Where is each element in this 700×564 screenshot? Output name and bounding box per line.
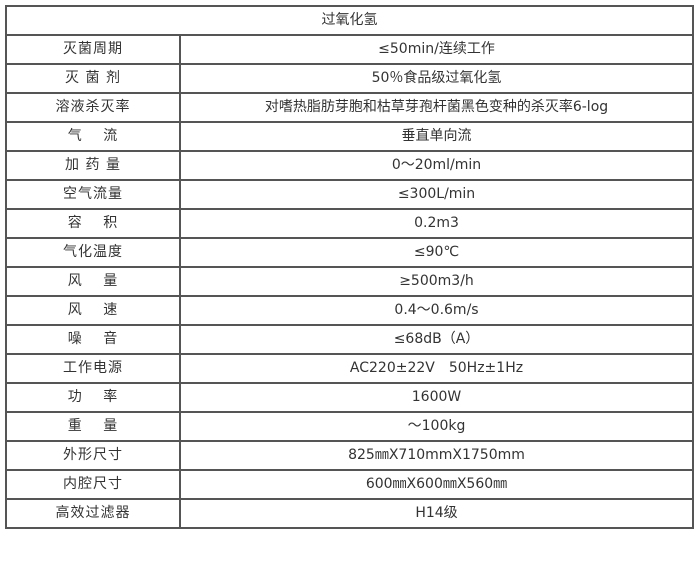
spec-value: 垂直单向流	[179, 121, 694, 152]
table-row: 外形尺寸 825㎜X710mmX1750mm	[5, 440, 694, 471]
spec-value: ≤90℃	[179, 237, 694, 268]
spec-label: 容 积	[5, 208, 181, 239]
table-row: 容 积 0.2m3	[5, 208, 694, 239]
table-row: 灭菌周期 ≤50min/连续工作	[5, 34, 694, 65]
spec-label: 重 量	[5, 411, 181, 442]
spec-label: 气 流	[5, 121, 181, 152]
spec-label: 噪 音	[5, 324, 181, 355]
spec-value: 0～20ml/min	[179, 150, 694, 181]
spec-value: 825㎜X710mmX1750mm	[179, 440, 694, 471]
table-row: 溶液杀灭率 对嗜热脂肪芽胞和枯草芽孢杆菌黑色变种的杀灭率6-log	[5, 92, 694, 123]
spec-value: AC220±22V 50Hz±1Hz	[179, 353, 694, 384]
spec-value: 对嗜热脂肪芽胞和枯草芽孢杆菌黑色变种的杀灭率6-log	[179, 92, 694, 123]
spec-label: 溶液杀灭率	[5, 92, 181, 123]
spec-value: ≤50min/连续工作	[179, 34, 694, 65]
spec-value: 600㎜X600㎜X560㎜	[179, 469, 694, 500]
spec-value: ≤68dB（A）	[179, 324, 694, 355]
spec-label: 空气流量	[5, 179, 181, 210]
table-row: 空气流量 ≤300L/min	[5, 179, 694, 210]
spec-label: 高效过滤器	[5, 498, 181, 529]
spec-value: ≤300L/min	[179, 179, 694, 210]
table-row: 加 药 量 0～20ml/min	[5, 150, 694, 181]
spec-value: 50％食品级过氧化氢	[179, 63, 694, 94]
table-row: 功 率 1600W	[5, 382, 694, 413]
table-row: 噪 音 ≤68dB（A）	[5, 324, 694, 355]
spec-label: 气化温度	[5, 237, 181, 268]
table-title: 过氧化氢	[5, 5, 694, 36]
table-row: 重 量～100kg	[5, 411, 694, 442]
table-row: 风 速 0.4～0.6m/s	[5, 295, 694, 326]
spec-table: 过氧化氢 灭菌周期 ≤50min/连续工作灭 菌 剂 50％食品级过氧化氢 溶液杀灭率…	[5, 5, 694, 529]
spec-label: 灭 菌 剂	[5, 63, 181, 94]
spec-value: 0.2m3	[179, 208, 694, 239]
table-row: 气化温度 ≤90℃	[5, 237, 694, 268]
spec-value: ～100kg	[179, 411, 694, 442]
table-row: 灭 菌 剂 50％食品级过氧化氢	[5, 63, 694, 94]
table-row: 内腔尺寸 600㎜X600㎜X560㎜	[5, 469, 694, 500]
table-row: 工作电源 AC220±22V 50Hz±1Hz	[5, 353, 694, 384]
table-row: 高效过滤器 H14级	[5, 498, 694, 529]
spec-label: 内腔尺寸	[5, 469, 181, 500]
spec-label: 工作电源	[5, 353, 181, 384]
spec-label: 风 量	[5, 266, 181, 297]
spec-label: 灭菌周期	[5, 34, 181, 65]
table-header-row: 过氧化氢	[5, 5, 694, 36]
spec-label: 功 率	[5, 382, 181, 413]
spec-value: H14级	[179, 498, 694, 529]
spec-label: 外形尺寸	[5, 440, 181, 471]
spec-value: ≥500m3/h	[179, 266, 694, 297]
spec-value: 0.4～0.6m/s	[179, 295, 694, 326]
table-row: 气 流垂直单向流	[5, 121, 694, 152]
spec-label: 风 速	[5, 295, 181, 326]
spec-value: 1600W	[179, 382, 694, 413]
spec-label: 加 药 量	[5, 150, 181, 181]
table-row: 风 量 ≥500m3/h	[5, 266, 694, 297]
